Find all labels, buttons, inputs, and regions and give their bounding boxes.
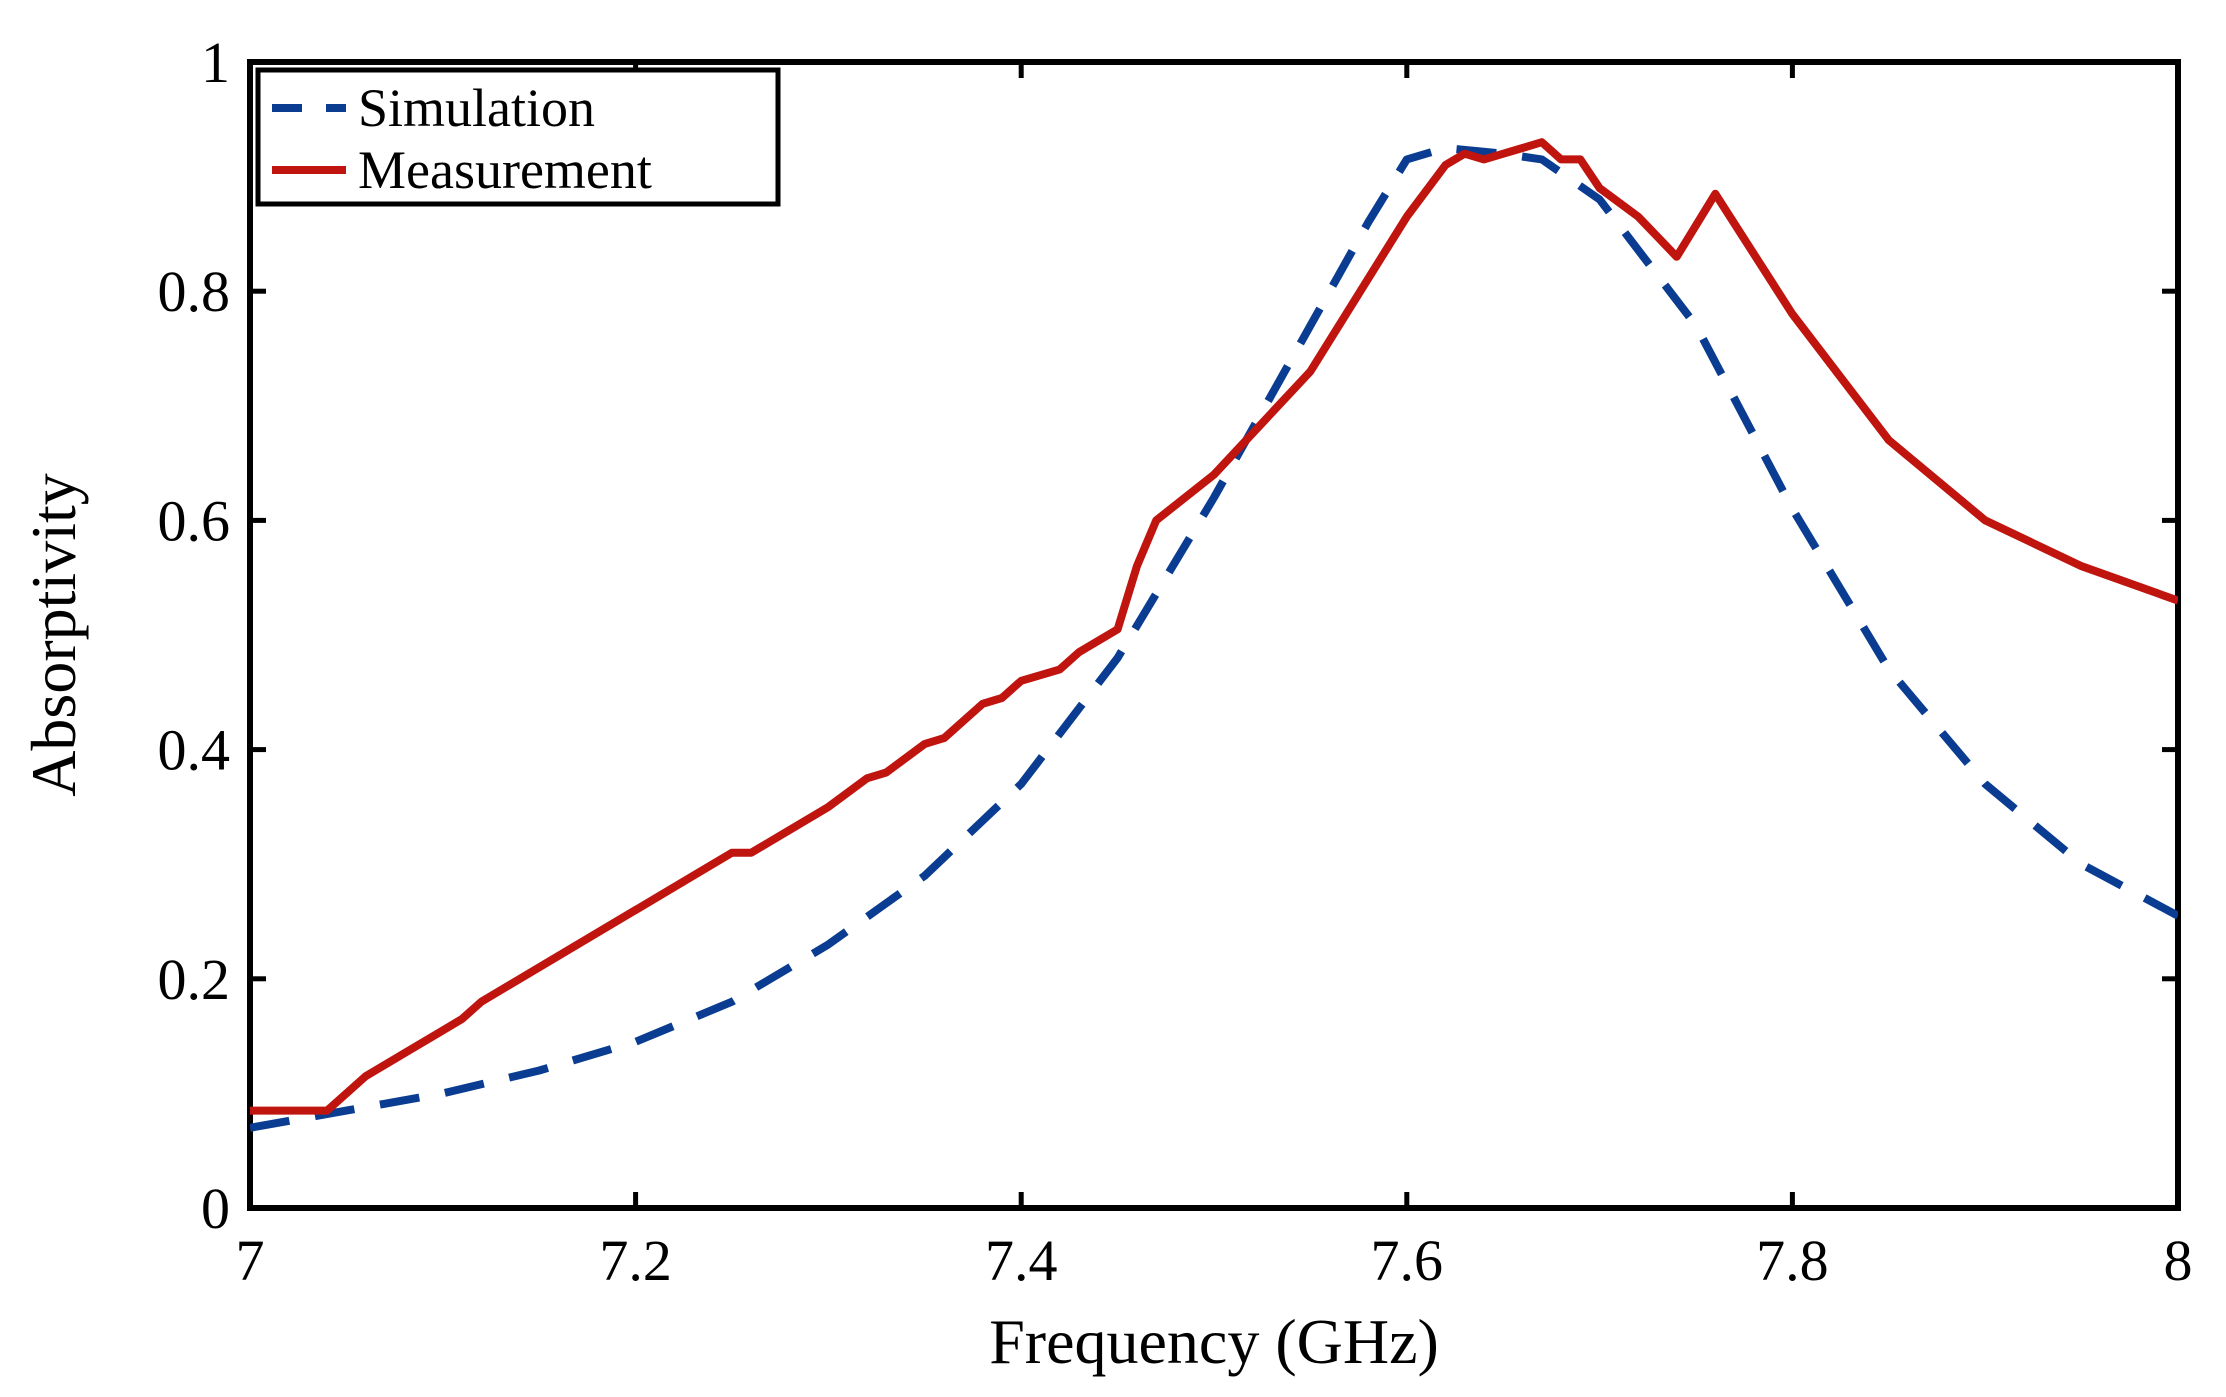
series-line-measurement	[250, 138, 2178, 1115]
legend: Simulation Measurement	[255, 67, 781, 207]
x-tick-label: 7.2	[599, 1228, 672, 1293]
y-tick-label: 0	[201, 1176, 230, 1241]
legend-box	[255, 67, 781, 207]
y-tick-label: 0.8	[158, 259, 231, 324]
y-tick-label: 1	[201, 30, 230, 95]
x-tick-label: 7.8	[1756, 1228, 1829, 1293]
y-tick-label: 0.6	[158, 488, 231, 553]
x-tick-label: 7.6	[1371, 1228, 1444, 1293]
series-line-simulation	[250, 144, 2178, 1132]
y-axis-title: Absorptivity	[18, 473, 89, 797]
x-axis-title: Frequency (GHz)	[989, 1306, 1439, 1377]
plot-area-frame	[247, 59, 2181, 1211]
x-tick-label: 8	[2164, 1228, 2193, 1293]
legend-label-simulation: Simulation	[358, 78, 595, 138]
legend-label-measurement: Measurement	[358, 140, 652, 200]
axis-ticks: 7 7.2 7.4 7.6 7.8 8 0 0.2 0.4 0.6 0.8 1	[158, 30, 2193, 1293]
x-tick-label: 7.4	[985, 1228, 1058, 1293]
y-tick-label: 0.2	[158, 947, 231, 1012]
y-tick-label: 0.4	[158, 718, 231, 783]
x-tick-label: 7	[236, 1228, 265, 1293]
series-layer	[250, 138, 2178, 1132]
